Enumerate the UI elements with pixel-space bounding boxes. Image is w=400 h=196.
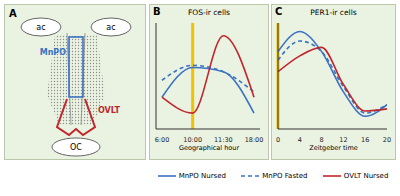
- html-text:MnPO Fasted: MnPO Fasted: [262, 172, 308, 180]
- svg-text:A: A: [9, 8, 17, 19]
- html-text:FOS-ir cells: FOS-ir cells: [188, 8, 230, 17]
- html-text:Geographical hour: Geographical hour: [178, 144, 240, 152]
- html-text:C: C: [275, 6, 283, 17]
- svg-text:OVLT: OVLT: [98, 106, 121, 115]
- svg-text:4: 4: [298, 136, 302, 143]
- svg-text:12: 12: [339, 136, 347, 143]
- svg-text:MnPO: MnPO: [40, 48, 67, 57]
- svg-text:11:30: 11:30: [214, 136, 233, 143]
- html-text:MnPO Nursed: MnPO Nursed: [178, 172, 226, 180]
- svg-text:0: 0: [276, 136, 280, 143]
- html-text:PER1-ir cells: PER1-ir cells: [310, 8, 357, 17]
- html-text:OVLT Nursed: OVLT Nursed: [343, 172, 389, 180]
- html-text:B: B: [153, 6, 161, 17]
- svg-text:18:00: 18:00: [245, 136, 264, 143]
- svg-text:16: 16: [361, 136, 369, 143]
- svg-text:6:00: 6:00: [155, 136, 170, 143]
- svg-text:20: 20: [383, 136, 391, 143]
- svg-text:10:00: 10:00: [183, 136, 202, 143]
- html-text:Zeitgeber time: Zeitgeber time: [309, 144, 358, 152]
- svg-text:8: 8: [320, 136, 324, 143]
- svg-text:ac: ac: [106, 23, 115, 32]
- svg-text:ac: ac: [36, 23, 45, 32]
- svg-text:OC: OC: [70, 143, 82, 152]
